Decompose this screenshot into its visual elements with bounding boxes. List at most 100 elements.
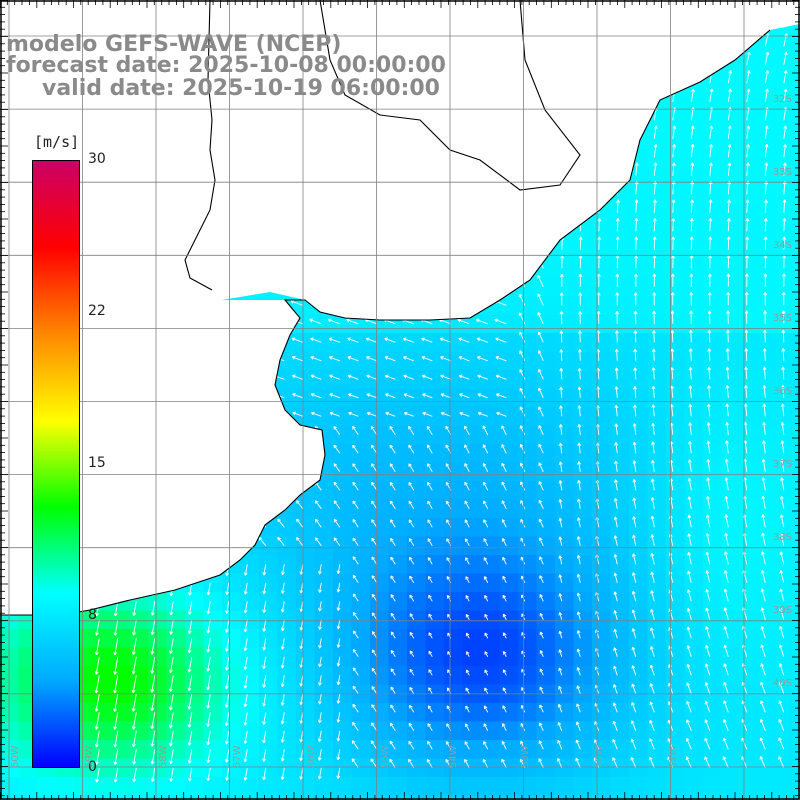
wind-arrow	[262, 638, 267, 651]
wind-arrow	[409, 687, 415, 695]
wind-arrow	[333, 537, 341, 547]
wind-arrow	[744, 291, 749, 306]
wind-arrow	[113, 656, 119, 675]
wind-arrow	[389, 740, 396, 750]
field-cell	[647, 407, 667, 427]
wind-arrow	[538, 368, 544, 380]
field-cell	[351, 777, 371, 797]
wind-arrow	[280, 656, 285, 669]
wind-arrow	[94, 730, 100, 748]
field-cell	[536, 777, 556, 797]
wind-arrow	[427, 538, 433, 547]
field-cell	[388, 370, 408, 390]
field-cell	[573, 425, 593, 445]
field-cell	[795, 555, 800, 575]
field-cell	[740, 444, 760, 464]
field-cell	[388, 351, 408, 371]
field-cell	[777, 388, 797, 408]
field-cell	[222, 592, 242, 612]
field-cell	[573, 666, 593, 686]
field-cell	[740, 333, 760, 353]
field-cell	[629, 240, 649, 260]
field-cell	[481, 388, 501, 408]
wind-arrow	[150, 749, 156, 765]
field-cell	[610, 388, 630, 408]
field-cell	[592, 314, 612, 334]
wind-arrow	[299, 675, 304, 687]
wind-arrow	[689, 310, 693, 324]
field-cell	[777, 111, 797, 131]
field-cell	[758, 777, 778, 797]
wind-arrow	[390, 575, 396, 584]
field-cell	[758, 740, 778, 760]
wind-arrow	[280, 582, 285, 594]
field-cell	[240, 703, 260, 723]
wind-arrow	[465, 614, 470, 621]
field-cell	[795, 314, 800, 334]
field-cell	[684, 481, 704, 501]
wind-arrow	[612, 757, 618, 768]
wind-arrow	[686, 589, 692, 602]
field-cell	[740, 629, 760, 649]
field-cell	[499, 758, 519, 778]
wind-arrow	[653, 144, 658, 158]
field-cell	[148, 592, 168, 612]
field-cell	[610, 758, 630, 778]
field-cell	[610, 259, 630, 279]
field-cell	[629, 388, 649, 408]
field-cell	[277, 703, 297, 723]
wind-arrow	[519, 462, 526, 472]
wind-arrow	[613, 572, 618, 583]
wind-arrow	[280, 712, 285, 725]
wind-arrow	[317, 767, 322, 780]
wind-arrow	[390, 631, 396, 639]
wind-arrow	[206, 619, 211, 634]
wind-arrow	[366, 393, 377, 399]
field-cell	[666, 777, 686, 797]
wind-arrow	[408, 425, 415, 436]
wind-arrow	[634, 218, 639, 232]
field-cell	[795, 425, 800, 445]
field-cell	[758, 148, 778, 168]
field-cell	[721, 425, 741, 445]
field-cell	[425, 499, 445, 519]
wind-arrow	[496, 393, 507, 399]
field-cell	[610, 351, 630, 371]
field-cell	[758, 647, 778, 667]
wind-arrow	[559, 292, 564, 306]
field-cell	[388, 740, 408, 760]
field-cell	[370, 370, 390, 390]
wind-arrow	[169, 619, 174, 635]
field-cell	[444, 407, 464, 427]
field-cell	[499, 795, 519, 800]
wind-arrow	[502, 705, 507, 713]
field-cell	[185, 721, 205, 741]
wind-arrow	[634, 236, 639, 250]
field-cell	[148, 610, 168, 630]
wind-arrow	[466, 651, 470, 658]
field-cell	[703, 499, 723, 519]
wind-arrow	[428, 613, 433, 621]
wind-arrow	[333, 481, 341, 491]
field-cell	[629, 203, 649, 223]
wind-arrow	[365, 337, 377, 343]
wind-arrow	[464, 519, 470, 528]
wind-arrow	[132, 749, 137, 765]
wind-arrow	[421, 337, 433, 343]
field-cell	[647, 462, 667, 482]
field-cell	[407, 481, 427, 501]
wind-arrow	[389, 500, 396, 510]
wind-arrow	[778, 700, 785, 713]
field-cell	[777, 370, 797, 390]
wind-arrow	[187, 638, 193, 654]
field-cell	[277, 758, 297, 778]
field-cell	[314, 721, 334, 741]
field-cell	[592, 629, 612, 649]
field-cell	[388, 777, 408, 797]
wind-arrow	[557, 739, 563, 750]
wind-arrow	[371, 722, 378, 732]
wind-arrow	[426, 444, 433, 454]
field-cell	[314, 518, 334, 538]
wind-arrow	[576, 555, 581, 565]
field-cell	[777, 222, 797, 242]
